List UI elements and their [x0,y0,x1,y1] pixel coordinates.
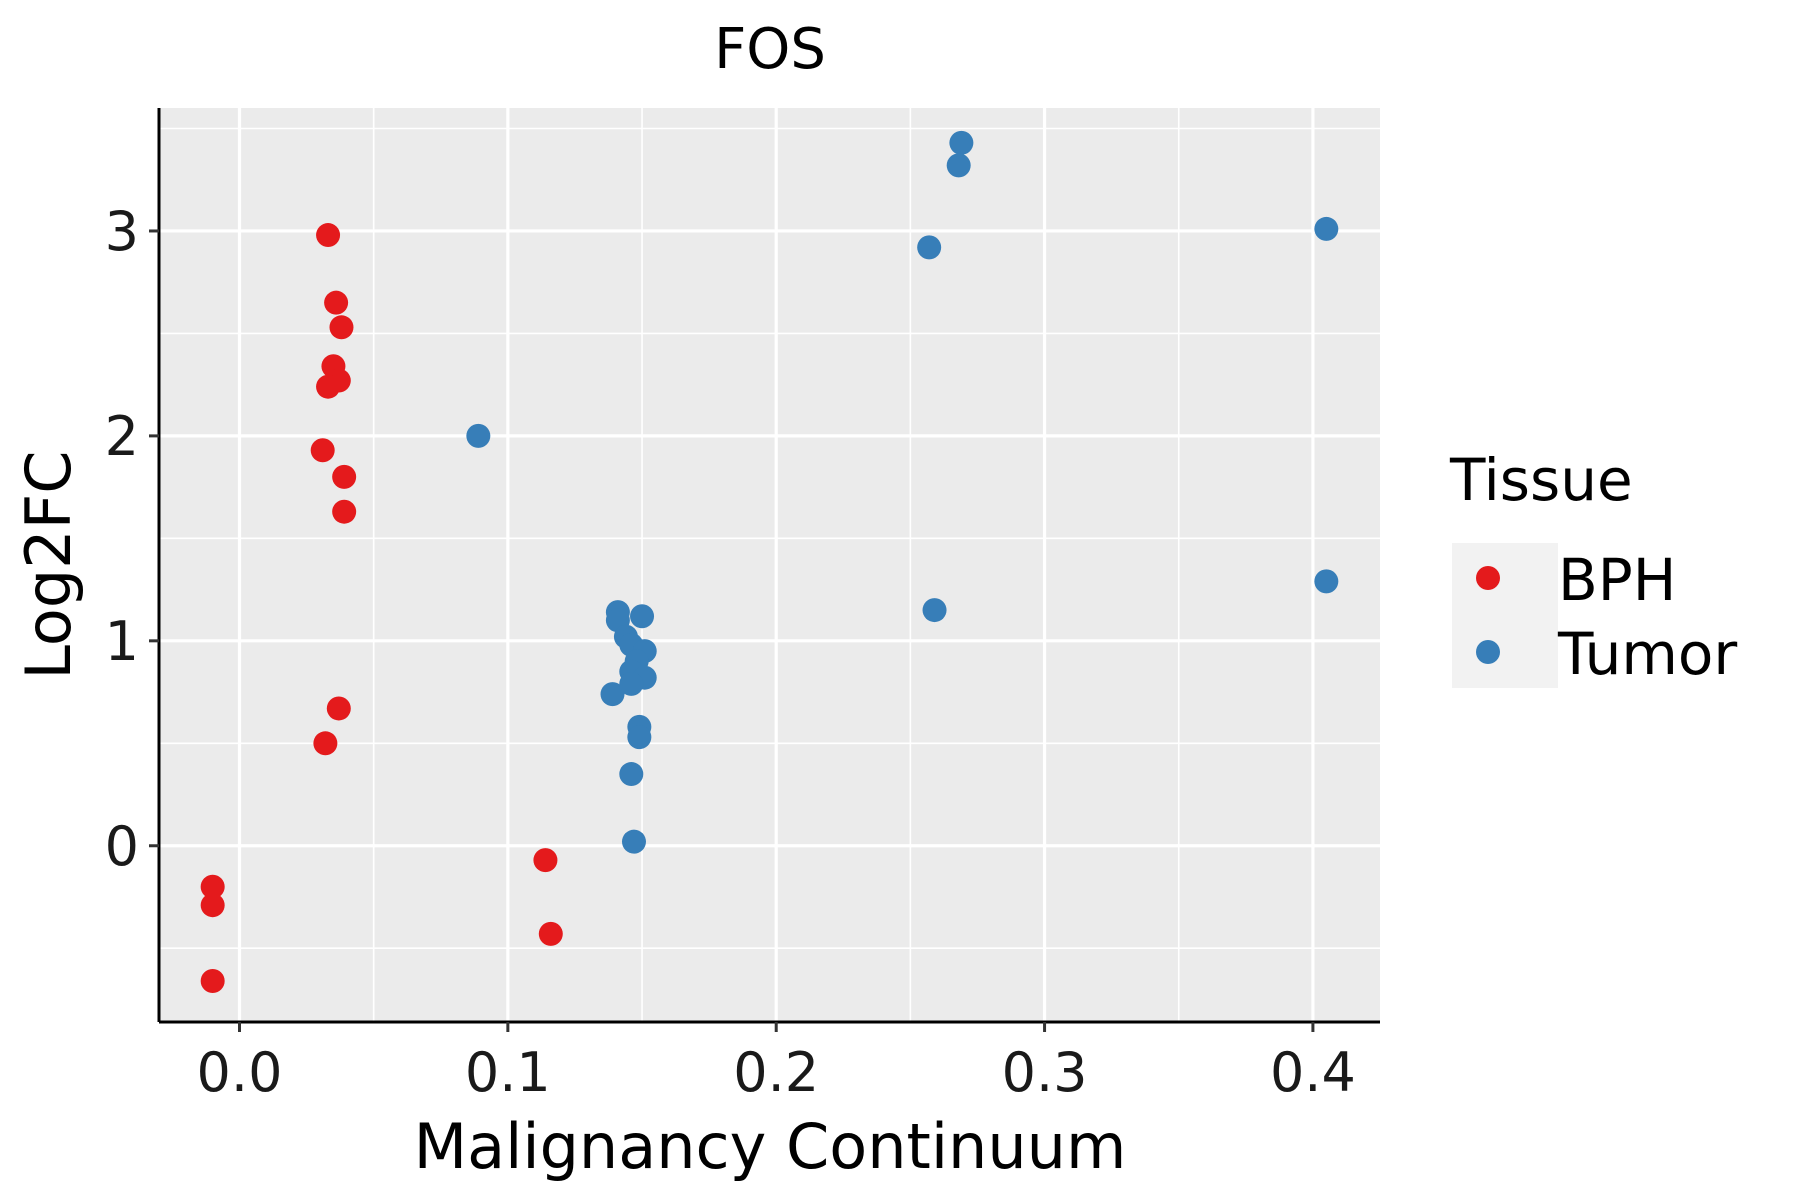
point-tumor [1314,216,1339,241]
point-tumor [630,604,655,629]
chart-title: FOS [714,17,826,82]
data-points [200,130,1339,994]
point-bph [324,290,349,315]
point-tumor [619,762,644,787]
point-bph [538,921,563,946]
legend-tumor-marker [1476,640,1500,664]
grid-major [159,108,1380,1022]
point-tumor [619,671,644,696]
y-tick-label: 3 [105,200,139,263]
point-bph [316,223,341,248]
legend-bph-marker [1476,566,1500,590]
point-tumor [600,682,625,707]
point-bph [332,464,357,489]
point-tumor [621,829,646,854]
point-bph [313,731,338,756]
x-tick-label: 0.2 [733,1041,819,1104]
point-bph [310,438,335,463]
x-tick-label: 0.3 [1002,1041,1088,1104]
point-bph [200,969,225,994]
point-tumor [627,725,652,750]
x-tick-label: 0.1 [465,1041,551,1104]
point-bph [332,499,357,524]
x-tick-label: 0.0 [197,1041,283,1104]
point-tumor [917,235,942,260]
x-tick-label: 0.4 [1270,1041,1356,1104]
legend: Tissue BPH Tumor [1449,446,1737,688]
x-axis-title: Malignancy Continuum [414,1110,1127,1183]
x-axis-ticks: 0.0 0.1 0.2 0.3 0.4 [197,1022,1356,1104]
y-tick-label: 1 [105,610,139,673]
point-tumor [949,130,974,155]
point-tumor [1314,569,1339,594]
point-tumor [922,598,947,623]
point-bph [200,874,225,899]
grid-minor [159,108,1380,1022]
plot-panel [159,108,1380,1022]
point-bph [533,848,558,873]
legend-title: Tissue [1449,446,1633,514]
legend-tumor-label: Tumor [1557,620,1737,688]
point-bph [326,696,351,721]
point-bph [329,315,354,340]
y-axis-ticks: 0 1 2 3 [105,200,159,878]
point-tumor [946,153,971,178]
y-tick-label: 2 [105,405,139,468]
point-tumor [466,423,491,448]
legend-bph-label: BPH [1558,546,1676,614]
point-bph [200,893,225,918]
y-axis-title: Log2FC [12,450,85,679]
legend-key-background [1452,543,1558,688]
y-tick-label: 0 [105,815,139,878]
point-bph [316,374,341,399]
